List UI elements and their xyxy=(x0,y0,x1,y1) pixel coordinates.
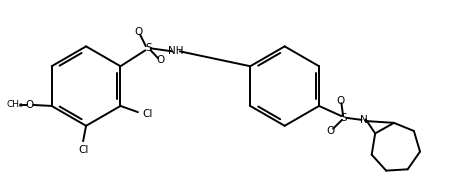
Text: O: O xyxy=(26,100,34,110)
Text: S: S xyxy=(340,113,347,123)
Text: N: N xyxy=(360,115,368,125)
Text: O: O xyxy=(327,126,335,136)
Text: O: O xyxy=(156,55,164,65)
Text: S: S xyxy=(145,43,152,53)
Text: Cl: Cl xyxy=(142,109,153,119)
Text: Cl: Cl xyxy=(78,145,88,155)
Text: O: O xyxy=(134,27,143,37)
Text: NH: NH xyxy=(168,46,184,56)
Text: CH₃: CH₃ xyxy=(7,101,23,109)
Text: O: O xyxy=(337,96,345,106)
